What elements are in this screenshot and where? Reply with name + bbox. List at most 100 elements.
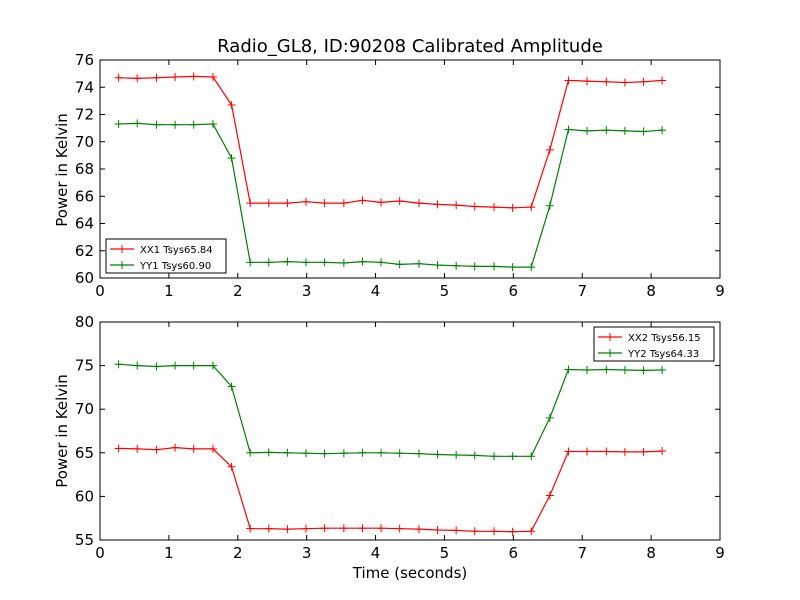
bottom-data-point <box>527 527 536 536</box>
bottom-data-point <box>490 527 499 536</box>
top-legend-marker-1 <box>118 261 126 269</box>
top-data-point <box>527 203 536 212</box>
bottom-legend-label-0: XX2 Tsys56.15 <box>628 333 701 344</box>
bottom-data-point <box>133 444 142 453</box>
top-data-point <box>658 126 667 135</box>
bottom-y-tick-label: 70 <box>75 400 94 418</box>
bottom-data-point <box>414 525 423 534</box>
bottom-data-point <box>171 443 180 452</box>
top-data-point <box>246 199 255 208</box>
bottom-data-point <box>658 447 667 456</box>
bottom-data-point <box>264 448 273 457</box>
top-data-point <box>301 258 310 267</box>
bottom-data-point <box>377 448 386 457</box>
top-y-tick-label: 66 <box>75 187 94 205</box>
bottom-data-point <box>208 361 217 370</box>
top-data-point <box>545 201 554 210</box>
top-data-point <box>264 199 273 208</box>
bottom-y-tick-label: 80 <box>75 313 94 331</box>
bottom-y-axis-label: Power in Kelvin <box>53 374 71 488</box>
top-data-point <box>490 203 499 212</box>
top-x-tick-label: 1 <box>164 282 174 300</box>
top-data-point <box>602 126 611 135</box>
top-y-tick-label: 60 <box>75 269 94 287</box>
top-x-tick-label: 0 <box>95 282 105 300</box>
bottom-data-point <box>452 526 461 535</box>
top-data-point <box>639 77 648 86</box>
bottom-data-point <box>395 449 404 458</box>
bottom-data-point <box>171 361 180 370</box>
top-y-axis-label: Power in Kelvin <box>53 113 71 227</box>
bottom-data-point <box>545 413 554 422</box>
top-x-tick-label: 8 <box>646 282 656 300</box>
top-data-point <box>339 199 348 208</box>
bottom-x-tick-label: 5 <box>440 544 450 562</box>
bottom-x-tick-label: 6 <box>509 544 519 562</box>
top-y-tick-label: 64 <box>75 215 94 233</box>
top-data-point <box>320 258 329 267</box>
top-y-tick-label: 72 <box>75 106 94 124</box>
figure-title: Radio_GL8, ID:90208 Calibrated Amplitude <box>217 36 603 57</box>
top-legend-label-0: XX1 Tsys65.84 <box>140 245 213 256</box>
top-data-point <box>227 100 236 109</box>
top-subplot: Power in Kelvin 0 1 2 3 4 5 6 7 8 9 60 62 64 66 68 70 72… <box>53 51 725 300</box>
bottom-data-point <box>452 450 461 459</box>
top-x-tick-label: 5 <box>440 282 450 300</box>
bottom-data-point <box>133 361 142 370</box>
top-data-point <box>283 199 292 208</box>
bottom-x-axis-label: Time (seconds) <box>352 564 468 582</box>
bottom-data-point <box>433 525 442 534</box>
top-data-point <box>452 201 461 210</box>
bottom-data-point <box>377 524 386 533</box>
bottom-data-point <box>320 449 329 458</box>
top-data-point <box>358 257 367 266</box>
top-data-point <box>583 126 592 135</box>
bottom-data-point <box>339 524 348 533</box>
top-data-point <box>452 261 461 270</box>
bottom-data-point <box>620 447 629 456</box>
top-data-point <box>395 260 404 269</box>
top-x-tick-label: 7 <box>577 282 587 300</box>
top-data-point <box>152 73 161 82</box>
bottom-x-tick-label: 3 <box>302 544 312 562</box>
bottom-y-tick-label: 55 <box>75 531 94 549</box>
top-data-point <box>583 77 592 86</box>
bottom-data-point <box>527 452 536 461</box>
bottom-data-point <box>283 525 292 534</box>
bottom-x-tick-label: 9 <box>715 544 725 562</box>
top-legend: XX1 Tsys65.84 YY1 Tsys60.90 <box>105 238 227 274</box>
top-x-tick-label: 6 <box>509 282 519 300</box>
top-data-point <box>658 76 667 85</box>
top-data-point <box>133 119 142 128</box>
top-data-point <box>114 120 123 129</box>
bottom-data-point <box>339 449 348 458</box>
bottom-data-point <box>639 447 648 456</box>
top-x-tick-label: 3 <box>302 282 312 300</box>
top-x-tick-label: 2 <box>233 282 243 300</box>
bottom-data-point <box>583 447 592 456</box>
top-data-point <box>152 120 161 129</box>
top-data-point <box>320 199 329 208</box>
top-data-point <box>508 203 517 212</box>
bottom-x-tick-label: 2 <box>233 544 243 562</box>
bottom-data-point <box>301 449 310 458</box>
bottom-data-point <box>508 452 517 461</box>
top-y-tick-label: 62 <box>75 242 94 260</box>
top-data-point <box>564 76 573 85</box>
bottom-legend-marker-0 <box>606 333 614 341</box>
bottom-data-point <box>358 448 367 457</box>
bottom-data-point <box>208 444 217 453</box>
bottom-x-tick-label: 7 <box>577 544 587 562</box>
bottom-x-tick-label: 0 <box>95 544 105 562</box>
top-data-point <box>470 262 479 271</box>
bottom-data-point <box>583 365 592 374</box>
bottom-data-point <box>639 366 648 375</box>
top-data-point <box>527 263 536 272</box>
top-y-tick-label: 74 <box>75 78 94 96</box>
bottom-data-point <box>358 524 367 533</box>
top-legend-label-1: YY1 Tsys60.90 <box>139 261 211 272</box>
bottom-data-point <box>490 452 499 461</box>
top-data-point <box>358 196 367 205</box>
top-data-point <box>470 202 479 211</box>
bottom-legend-box <box>593 326 715 362</box>
